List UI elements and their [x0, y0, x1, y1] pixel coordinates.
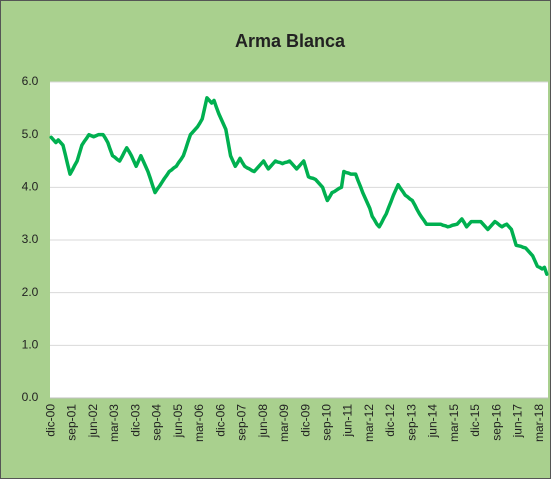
x-tick-label: sep-16: [489, 404, 503, 441]
y-tick-label: 4.0: [22, 180, 39, 194]
x-tick-label: dic-15: [468, 404, 482, 437]
line-series: [49, 96, 549, 276]
x-tick-label: mar-18: [532, 404, 546, 442]
x-tick-label: mar-09: [277, 404, 291, 442]
x-tick-label: jun-02: [86, 404, 100, 439]
y-tick-label: 6.0: [22, 74, 39, 88]
x-tick-label: sep-04: [150, 404, 164, 441]
x-tick-label: dic-03: [128, 404, 142, 437]
chart-title: Arma Blanca: [235, 31, 346, 51]
x-tick-label: dic-06: [213, 404, 227, 437]
y-tick-label: 0.0: [22, 390, 39, 404]
x-tick-label: mar-15: [447, 404, 461, 442]
x-tick-label: sep-13: [404, 404, 418, 441]
x-tick-label: mar-12: [362, 404, 376, 442]
x-tick-label: mar-06: [192, 404, 206, 442]
x-tick-label: sep-07: [235, 404, 249, 441]
x-tick-label: dic-09: [298, 404, 312, 437]
x-tick-label: jun-08: [256, 404, 270, 439]
x-tick-label: jun-14: [426, 404, 440, 439]
x-tick-label: dic-00: [43, 404, 57, 437]
y-tick-label: 5.0: [22, 127, 39, 141]
x-tick-label: sep-01: [65, 404, 79, 441]
y-tick-label: 3.0: [22, 232, 39, 246]
x-tick-label: jun-17: [511, 404, 525, 439]
x-tick-label: mar-03: [107, 404, 121, 442]
x-tick-label: dic-12: [383, 404, 397, 437]
x-tick-label: jun-11: [341, 404, 355, 438]
y-tick-label: 1.0: [22, 338, 39, 352]
x-tick-label: sep-10: [319, 404, 333, 441]
x-tick-label: jun-05: [171, 404, 185, 439]
y-tick-label: 2.0: [22, 285, 39, 299]
